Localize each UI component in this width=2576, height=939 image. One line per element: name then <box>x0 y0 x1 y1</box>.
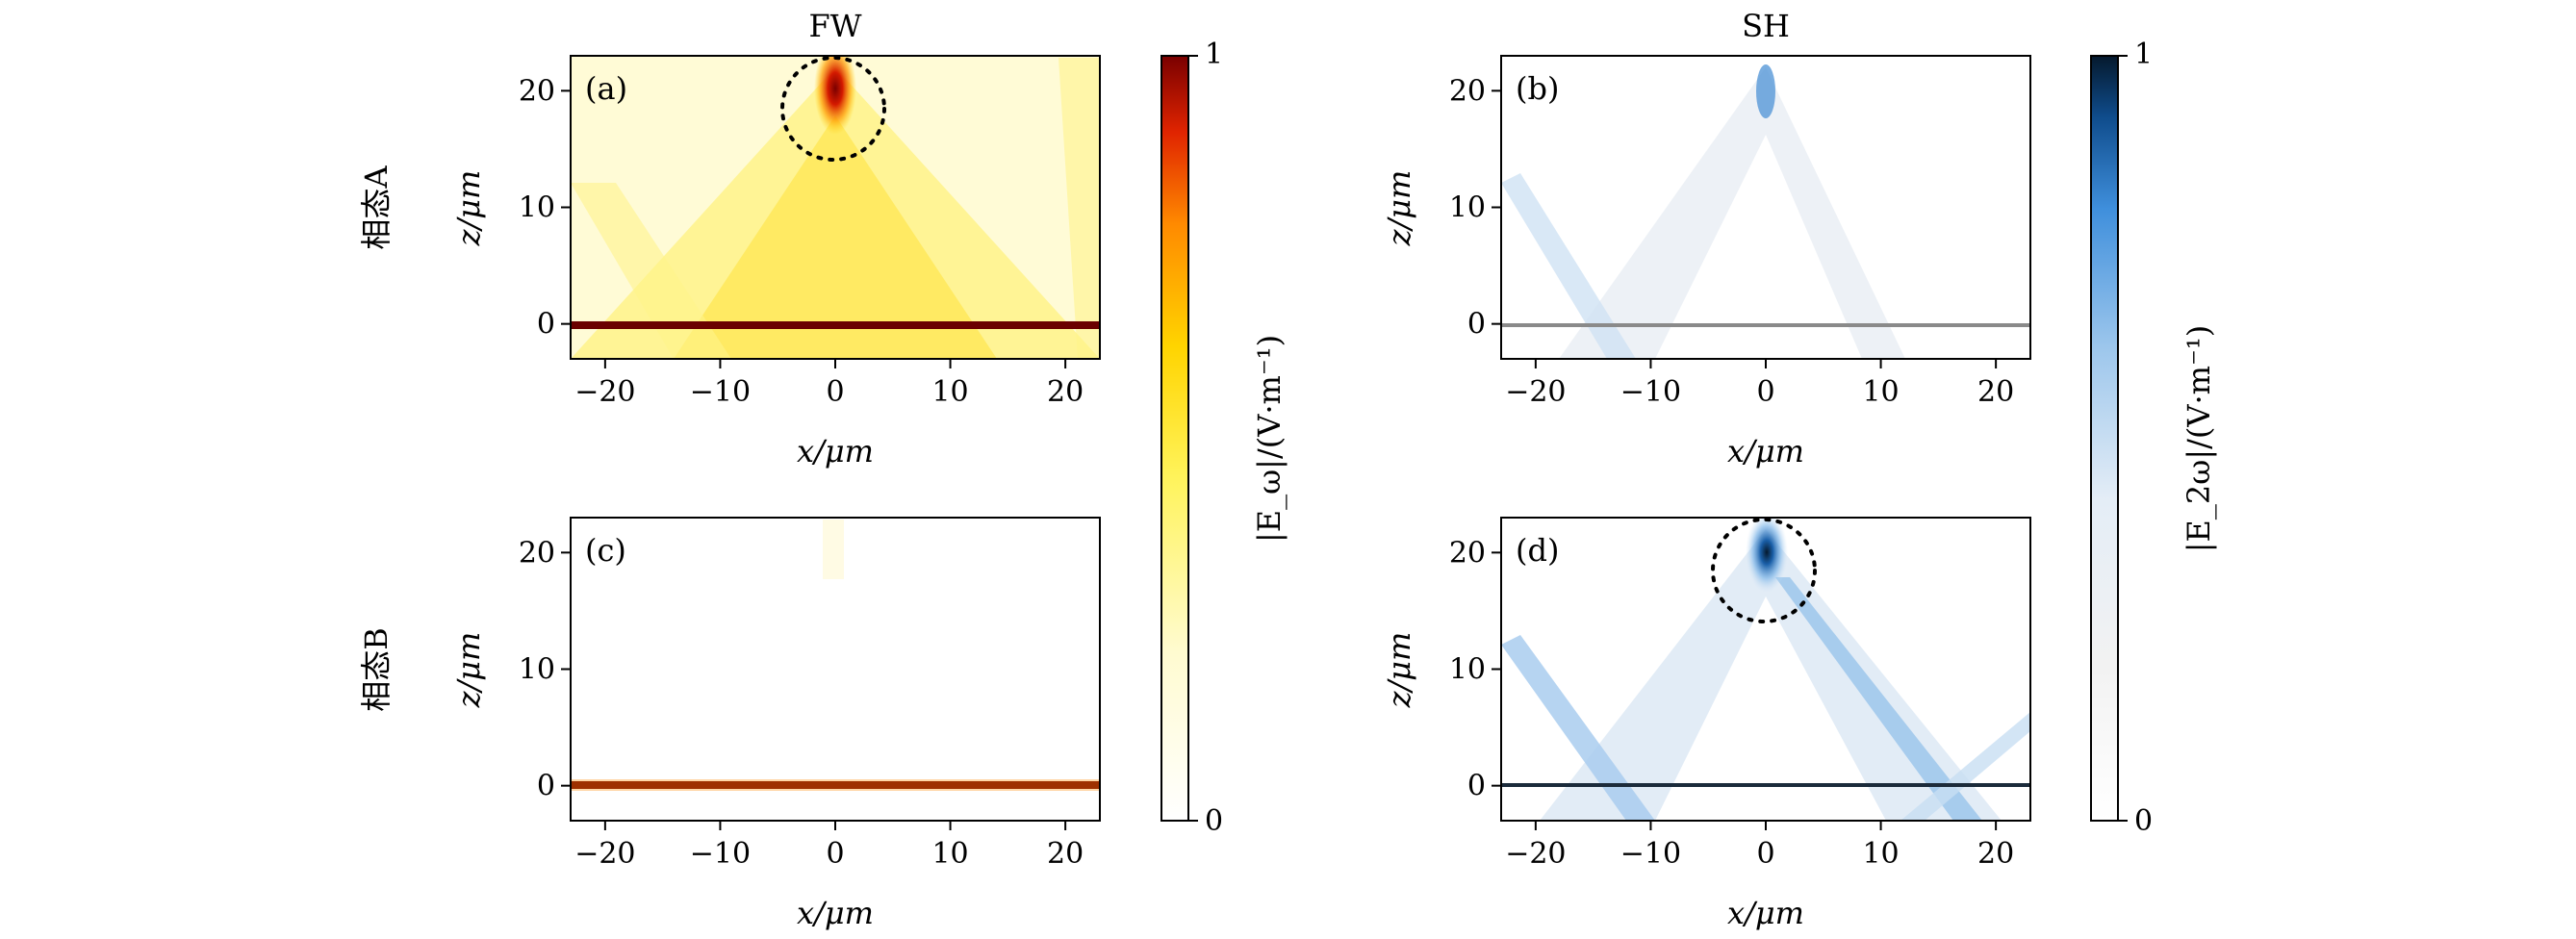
y-tick-label: 0 <box>537 308 555 342</box>
colorbar-sh-gradient <box>2090 55 2119 822</box>
x-tick-label: −10 <box>1620 375 1681 409</box>
x-tick-label: −10 <box>690 837 751 871</box>
title-fw: FW <box>808 8 861 44</box>
colorbar-sh: 1 0 |E_2ω|/(V·m⁻¹) <box>2090 38 2217 838</box>
xlabel-b: x/μm <box>1727 433 1804 470</box>
interface-c-glow <box>571 779 1100 791</box>
x-tick-label: 10 <box>1862 375 1899 409</box>
x-tick-label: 10 <box>931 837 968 871</box>
y-tick-label: 20 <box>1449 536 1486 570</box>
colorbar-sh-min: 0 <box>2134 804 2153 838</box>
y-tick-label: 10 <box>519 191 555 225</box>
panel-a-heatmap <box>571 56 1100 359</box>
xlabel-a: x/μm <box>797 433 874 470</box>
row-label-b: 相态B <box>358 627 395 712</box>
beam-b-fan <box>1559 67 1905 359</box>
interface-c <box>571 781 1100 789</box>
x-tick-label: 10 <box>931 375 968 409</box>
panel-b-label: (b) <box>1516 70 1559 107</box>
beam-a-right <box>1058 58 1100 359</box>
beam-a-fan-inner <box>674 115 997 359</box>
beam-d-left <box>1501 635 1655 821</box>
panel-c-axes: −20 −10 0 10 20 0 10 20 <box>519 536 1084 871</box>
y-tick-label: 20 <box>1449 74 1486 108</box>
interface-d <box>1501 783 2030 787</box>
colorbar-fw-gradient <box>1160 55 1189 822</box>
y-tick-label: 0 <box>1467 308 1486 342</box>
beam-d-right2 <box>1900 712 2030 821</box>
annotation-circle-d <box>1711 518 1817 623</box>
panel-a-label: (a) <box>585 70 627 107</box>
x-tick-label: −20 <box>574 375 635 409</box>
annotation-circle-a <box>780 56 886 162</box>
panel-c-heatmap <box>571 520 1100 791</box>
panel-c-label: (c) <box>585 532 626 569</box>
panel-d: (d) <box>1500 517 2031 822</box>
ylabel-d: z/μm <box>1381 632 1417 709</box>
beam-d-fan <box>1540 529 2002 821</box>
interface-b <box>1501 323 2030 327</box>
x-tick-label: −10 <box>1620 837 1681 871</box>
x-tick-label: 20 <box>1977 375 2014 409</box>
beam-b-left <box>1501 173 1636 359</box>
panel-a: (a) <box>570 55 1101 360</box>
y-tick-label: 20 <box>519 74 555 108</box>
xlabel-c: x/μm <box>797 895 874 931</box>
y-tick-label: 0 <box>537 770 555 803</box>
beam-a-left <box>571 183 731 359</box>
x-tick-label: −10 <box>690 375 751 409</box>
x-tick-label: 10 <box>1862 837 1899 871</box>
x-tick-label: 20 <box>1047 375 1084 409</box>
y-tick-label: 10 <box>1449 653 1486 687</box>
y-tick-label: 20 <box>519 536 555 570</box>
x-tick-label: 0 <box>826 375 844 409</box>
hotspot-a <box>814 56 856 135</box>
hotspot-b <box>1756 64 1775 118</box>
x-tick-label: 20 <box>1977 837 2014 871</box>
ylabel-a: z/μm <box>450 170 487 247</box>
panel-b: (b) <box>1500 55 2031 360</box>
x-tick-label: −20 <box>574 837 635 871</box>
y-tick-label: 10 <box>1449 191 1486 225</box>
x-tick-label: −20 <box>1505 837 1566 871</box>
colorbar-fw-max: 1 <box>1205 38 1223 71</box>
colorbar-fw-min: 0 <box>1205 804 1223 838</box>
ylabel-b: z/μm <box>1381 170 1417 247</box>
x-tick-label: −20 <box>1505 375 1566 409</box>
panel-d-heatmap <box>1501 518 2030 821</box>
ylabel-c: z/μm <box>450 632 487 709</box>
title-sh: SH <box>1742 8 1790 44</box>
panel-a-axes: −20 −10 0 10 20 0 10 20 <box>519 74 1084 409</box>
x-tick-label: 0 <box>1756 375 1774 409</box>
colorbar-fw-label: |E_ω|/(V·m⁻¹) <box>1251 335 1288 543</box>
y-tick-label: 10 <box>519 653 555 687</box>
x-tick-label: 20 <box>1047 837 1084 871</box>
hotspot-d <box>1746 518 1788 593</box>
row-label-a: 相态A <box>358 165 395 250</box>
panel-b-heatmap <box>1501 64 2030 359</box>
hotspot-c <box>823 520 844 579</box>
interface-a <box>571 321 1100 329</box>
beam-d-right <box>1775 577 1982 821</box>
xlabel-d: x/μm <box>1727 895 1804 931</box>
panel-c: (c) <box>570 517 1101 822</box>
x-tick-label: 0 <box>1756 837 1774 871</box>
y-tick-label: 0 <box>1467 770 1486 803</box>
panel-d-label: (d) <box>1516 532 1559 569</box>
panel-b-axes: −20 −10 0 10 20 0 10 20 <box>1449 74 2014 409</box>
colorbar-sh-max: 1 <box>2134 38 2153 71</box>
colorbar-fw: 1 0 |E_ω|/(V·m⁻¹) <box>1160 38 1288 838</box>
colorbar-sh-label: |E_2ω|/(V·m⁻¹) <box>2181 325 2217 552</box>
panel-d-axes: −20 −10 0 10 20 0 10 20 <box>1449 536 2014 871</box>
x-tick-label: 0 <box>826 837 844 871</box>
